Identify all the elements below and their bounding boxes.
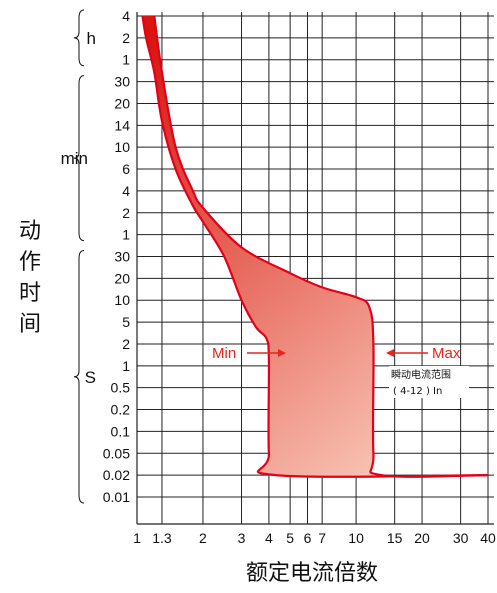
y-axis-label-char: 作 <box>19 250 41 275</box>
y-unit-label: h <box>87 29 96 48</box>
y-tick-label: 30 <box>114 74 130 90</box>
y-tick-label: 5 <box>122 314 130 330</box>
instant-range-note-2: ( 4-12 ) In <box>393 386 442 397</box>
x-tick-label: 1 <box>133 530 141 546</box>
y-tick-label: 10 <box>114 292 130 308</box>
y-axis-label-char: 时 <box>19 281 41 306</box>
x-tick-label: 6 <box>304 530 312 546</box>
unit-brace <box>74 251 84 504</box>
y-axis-label-char: 动 <box>19 219 41 244</box>
y-tick-label: 1 <box>122 227 130 243</box>
y-tick-label: 10 <box>114 139 130 155</box>
x-tick-label: 20 <box>414 530 430 546</box>
max-arrow-head <box>386 349 394 357</box>
y-tick-label: 1 <box>122 52 130 68</box>
unit-braces: h min S <box>61 10 96 503</box>
x-tick-label: 3 <box>238 530 246 546</box>
y-axis-label-char: 间 <box>19 312 41 337</box>
y-tick-label: 0.05 <box>103 445 130 461</box>
y-axis-label: 动作时间 <box>19 219 41 337</box>
min-label: Min <box>212 345 236 362</box>
x-tick-label: 4 <box>265 530 273 546</box>
y-tick-label: 4 <box>122 8 130 24</box>
unit-brace <box>74 10 84 66</box>
y-tick-label: 0.2 <box>111 402 131 418</box>
x-tick-label: 7 <box>318 530 326 546</box>
y-tick-label: 20 <box>114 95 130 111</box>
y-tick-label: 0.02 <box>103 467 130 483</box>
x-tick-label: 40 <box>480 530 496 546</box>
y-tick-label: 1 <box>122 358 130 374</box>
y-tick-label: 2 <box>122 336 130 352</box>
y-tick-label: 20 <box>114 270 130 286</box>
y-unit-label: min <box>61 149 88 168</box>
x-tick-label: 1.3 <box>152 530 172 546</box>
x-tick-label: 5 <box>286 530 294 546</box>
y-tick-label: 0.5 <box>111 380 131 396</box>
y-tick-label: 0.1 <box>111 423 131 439</box>
y-tick-label: 0.01 <box>103 489 130 505</box>
x-tick-label: 15 <box>387 530 403 546</box>
instant-range-note: 瞬动电流范围 <box>391 368 451 381</box>
y-tick-label: 6 <box>122 161 130 177</box>
y-tick-label: 14 <box>114 117 130 133</box>
trip-range-band <box>143 16 489 477</box>
x-tick-label: 2 <box>199 530 207 546</box>
y-unit-label: S <box>85 368 96 387</box>
x-axis-label: 额定电流倍数 <box>246 561 378 586</box>
y-tick-label: 2 <box>122 205 130 221</box>
x-tick-label: 30 <box>453 530 469 546</box>
max-label: Max <box>432 345 461 362</box>
y-tick-label: 30 <box>114 249 130 265</box>
y-tick-label: 2 <box>122 30 130 46</box>
x-tick-labels: 1 1.3 2 3 4 5 6 7 10 15 20 30 40 <box>133 530 496 546</box>
x-tick-label: 10 <box>348 530 364 546</box>
y-tick-labels: 4 2 1 30 20 14 10 6 4 2 1 30 20 10 5 2 1 0.5 0.2 0.1 0.05 0.0… <box>103 8 130 505</box>
y-axis-title: 动作时间 <box>19 219 41 337</box>
y-tick-label: 4 <box>122 183 130 199</box>
